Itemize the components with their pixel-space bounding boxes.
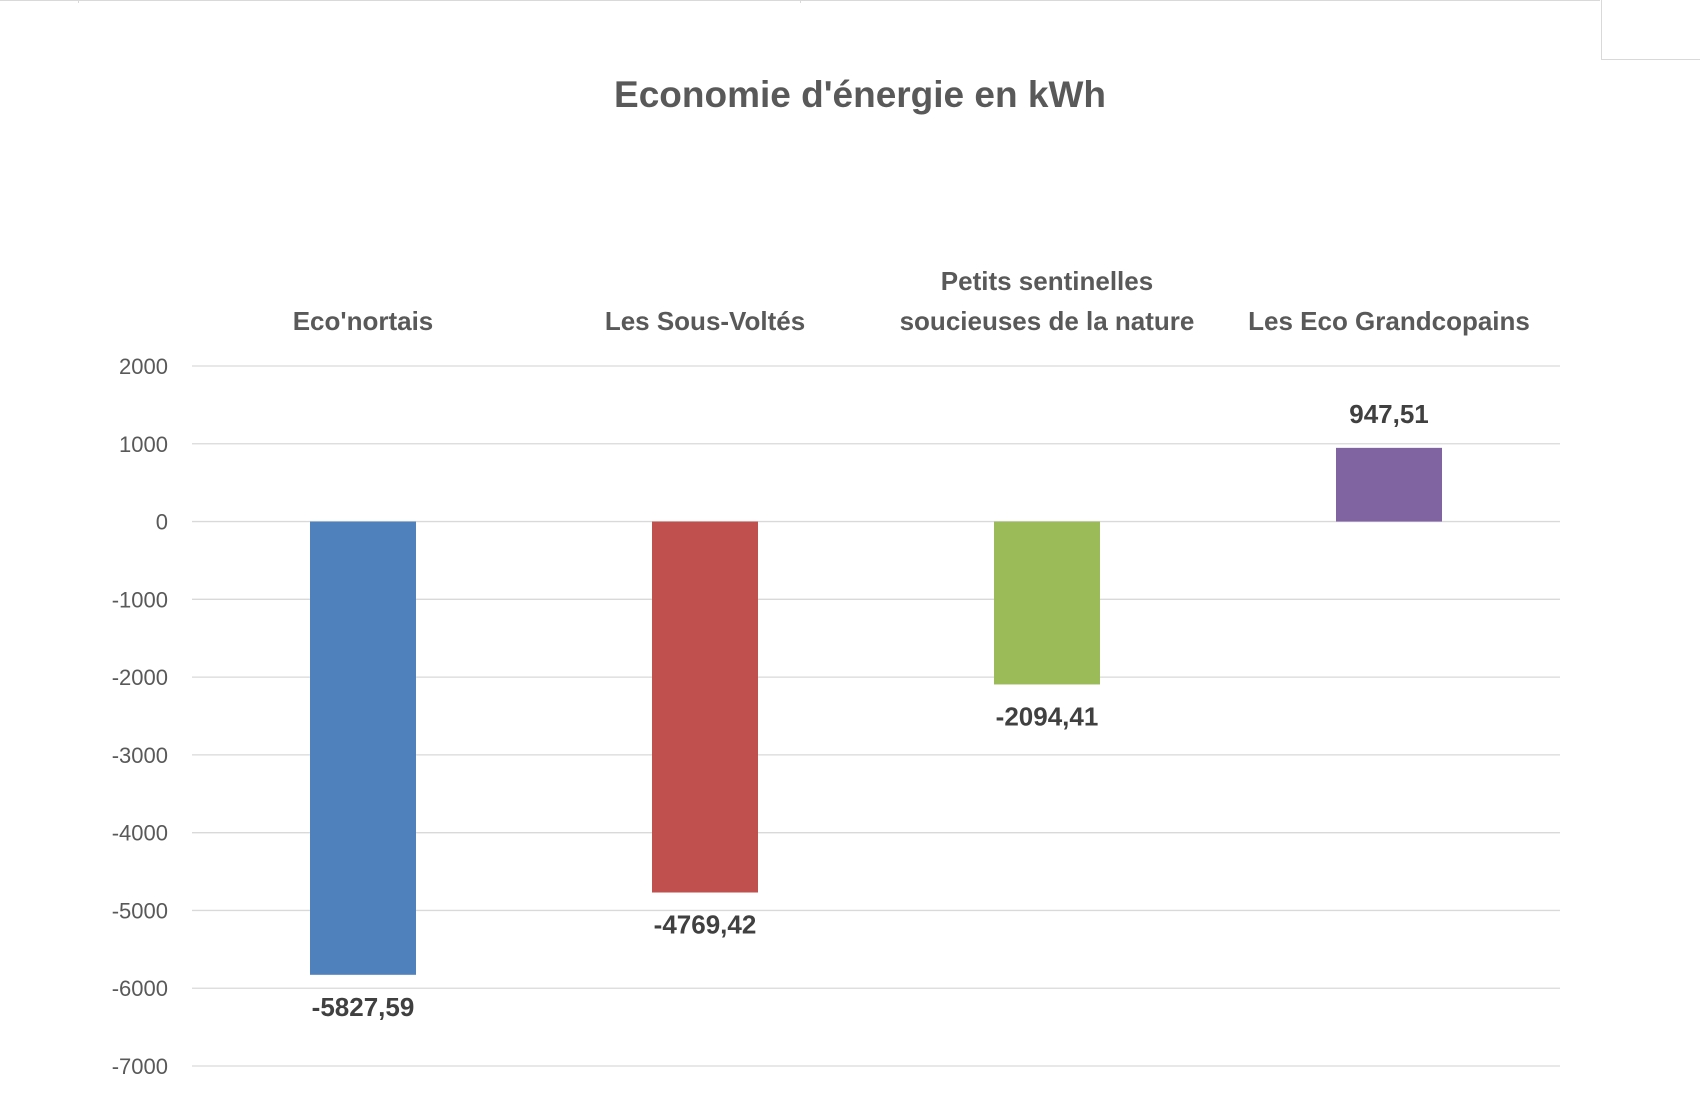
y-tick-label: -4000 [112,821,168,846]
column-divider [800,0,801,3]
y-tick-label: -2000 [112,665,168,690]
category-label: Eco'nortais [293,306,434,336]
column-divider [78,0,79,3]
bar [1336,447,1442,522]
data-label: -4769,42 [654,910,757,940]
y-axis-ticks: 2000 1000 0 -1000 -2000 -3000 -4000 -5000 -6000 -… [112,354,168,1079]
y-tick-label: 1000 [119,432,168,457]
chart-title: Economie d'énergie en kWh [614,74,1106,115]
category-label: Les Sous-Voltés [605,306,805,336]
gridlines [192,365,1560,1067]
y-tick-label: -1000 [112,587,168,612]
sheet-cell[interactable] [1601,0,1700,60]
category-label: Petits sentinelles [941,266,1153,296]
y-tick-label: -6000 [112,976,168,1001]
bars [310,447,1442,975]
data-label: 947,51 [1349,399,1429,429]
category-labels: Eco'nortais Les Sous-Voltés Petits sentine… [293,266,1530,336]
data-labels: -5827,59 -4769,42 -2094,41 947,51 [312,399,1429,1022]
y-tick-label: 2000 [119,354,168,379]
y-tick-label: -3000 [112,743,168,768]
data-label: -5827,59 [312,992,415,1022]
y-tick-label: -5000 [112,898,168,923]
bar [310,521,416,975]
category-label: soucieuses de la nature [900,306,1195,336]
y-tick-label: -7000 [112,1054,168,1079]
bar [652,521,758,893]
y-tick-label: 0 [156,510,168,535]
data-label: -2094,41 [996,701,1099,731]
bar [994,521,1100,685]
category-label: Les Eco Grandcopains [1248,306,1530,336]
